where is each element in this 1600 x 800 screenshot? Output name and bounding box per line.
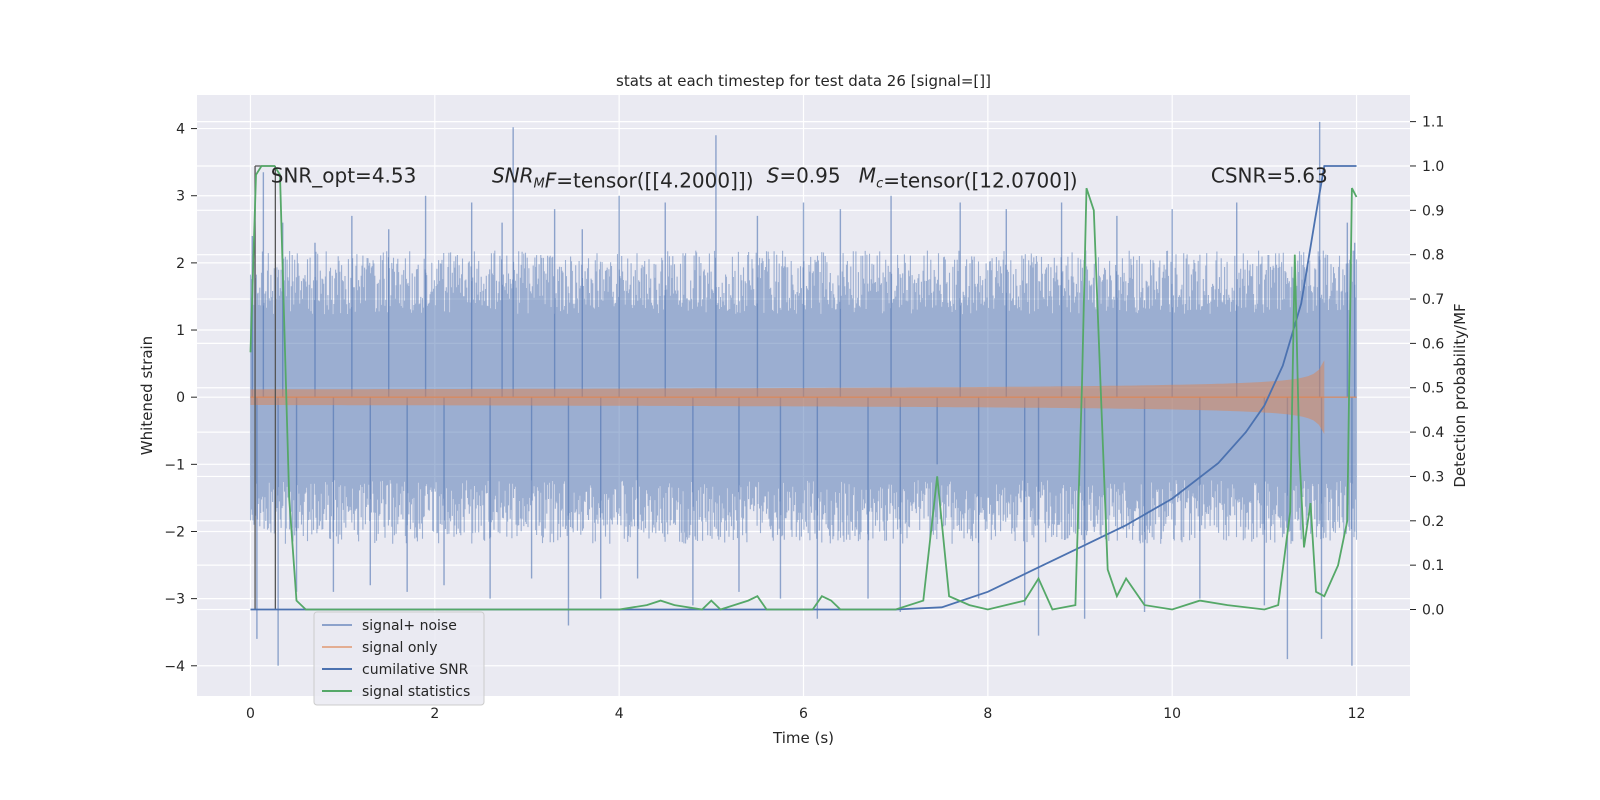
annotation-mc: Mc=tensor([12.0700]) xyxy=(859,164,1078,193)
annotation-snr_opt: SNR_opt=4.53 xyxy=(271,164,417,188)
legend-entry: signal only xyxy=(362,640,437,656)
x-tick-label: 4 xyxy=(615,706,624,722)
y-tick-label: −2 xyxy=(164,524,185,540)
y2-tick-label: 1.0 xyxy=(1422,159,1444,175)
ticks: 0 2 4 6 8 10 12−4−3−2−1012340.00.10.20.30.40.5… xyxy=(164,115,1444,722)
y-tick-label: −3 xyxy=(164,592,185,608)
series-signal-only-envelope xyxy=(250,360,1325,455)
legend-entry: signal+ noise xyxy=(362,618,457,634)
series-cumulative-snr xyxy=(250,165,1357,611)
annotation-tail: F xyxy=(545,169,557,193)
annotation-csnr: CSNR=5.63 xyxy=(1211,164,1328,188)
y-tick-label: 2 xyxy=(176,256,185,272)
y2-tick-label: 0.6 xyxy=(1422,336,1444,352)
y2-axis-label: Detection probability/MF xyxy=(1451,303,1469,487)
legend: signal+ noise signal only cumilative SNR si… xyxy=(313,611,485,706)
legend-entry: signal statistics xyxy=(362,684,470,700)
x-tick-label: 10 xyxy=(1163,706,1181,722)
annotation-value: =tensor([12.0700]) xyxy=(883,169,1077,193)
y-tick-label: 1 xyxy=(176,323,185,339)
chart-title: stats at each timestep for test data 26 … xyxy=(616,72,991,90)
series-layer xyxy=(249,121,1358,666)
y-tick-label: 4 xyxy=(176,122,185,138)
annotation-symbol: M xyxy=(859,164,876,188)
y2-tick-label: 1.1 xyxy=(1422,115,1444,131)
annotations: SNR_opt=4.53 SNRMF=tensor([[4.2000]]) S=0.… xyxy=(271,164,1328,193)
y2-tick-label: 0.3 xyxy=(1422,469,1444,485)
y2-tick-label: 0.0 xyxy=(1422,603,1444,619)
annotation-subscript: c xyxy=(876,177,883,192)
y-axis-label: Whitened strain xyxy=(138,336,156,455)
legend-box xyxy=(313,611,485,706)
y-tick-label: 0 xyxy=(176,390,185,406)
annotation-symbol: SNR xyxy=(492,164,534,188)
annotation-subscript: M xyxy=(534,177,545,192)
annotation-s: S=0.95 xyxy=(767,164,841,188)
y2-tick-label: 0.7 xyxy=(1422,292,1444,308)
x-tick-label: 0 xyxy=(246,706,255,722)
y2-tick-label: 0.5 xyxy=(1422,381,1444,397)
legend-entry: cumilative SNR xyxy=(362,662,469,678)
y-tick-label: −4 xyxy=(164,659,185,675)
y-tick-label: −1 xyxy=(164,457,185,473)
series-signal-noise-spikes xyxy=(251,121,1356,666)
x-axis-label: Time (s) xyxy=(772,729,834,747)
x-tick-label: 6 xyxy=(799,706,808,722)
y2-tick-label: 0.9 xyxy=(1422,203,1444,219)
annotation-value: =tensor([[4.2000]]) xyxy=(556,169,753,193)
annotation-symbol: S xyxy=(767,164,780,188)
series-signal-statistics xyxy=(249,165,1358,611)
y2-tick-label: 0.8 xyxy=(1422,248,1444,264)
annotation-snr_mf: SNRMF=tensor([[4.2000]]) xyxy=(492,164,754,193)
y2-tick-label: 0.2 xyxy=(1422,514,1444,530)
y2-tick-label: 0.4 xyxy=(1422,425,1444,441)
x-tick-label: 12 xyxy=(1348,706,1366,722)
x-tick-label: 8 xyxy=(983,706,992,722)
y2-tick-label: 0.1 xyxy=(1422,558,1444,574)
x-tick-label: 2 xyxy=(430,706,439,722)
y-tick-label: 3 xyxy=(176,189,185,205)
annotation-value: =0.95 xyxy=(779,164,840,188)
